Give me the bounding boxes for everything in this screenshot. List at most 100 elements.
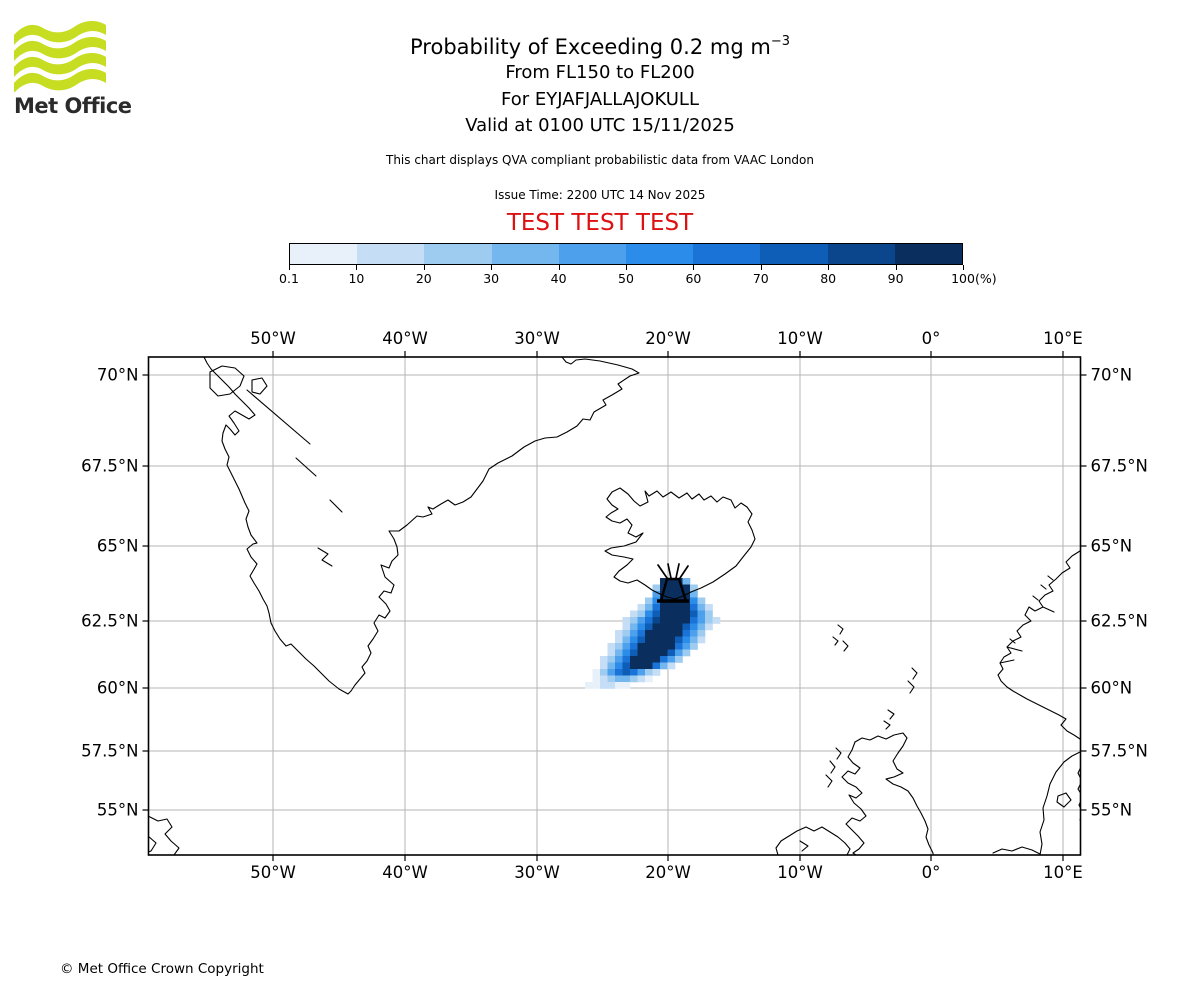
ash-probability-cell	[622, 649, 631, 657]
ash-probability-cell	[690, 630, 698, 637]
colorbar-tick-label: 90	[887, 271, 904, 286]
colorbar-tick	[693, 265, 695, 270]
ash-probability-cell	[615, 662, 623, 670]
ash-probability-cell	[697, 623, 706, 631]
chart-title-exponent: −3	[770, 34, 790, 49]
ash-probability-cell	[637, 617, 646, 624]
ash-probability-cell	[690, 636, 698, 644]
ireland-lough-coastline	[799, 840, 809, 852]
colorbar-tick	[828, 265, 830, 270]
ash-probability-cell	[600, 662, 608, 670]
ash-probability-cell	[645, 675, 653, 683]
ash-probability-cell	[660, 636, 668, 644]
ash-probability-cell	[660, 578, 668, 585]
ash-probability-cell	[607, 682, 616, 689]
ash-probability-cell	[690, 591, 698, 598]
ash-probability-cell	[652, 591, 661, 598]
logo-waves-icon	[14, 21, 106, 92]
ash-probability-cell	[637, 623, 646, 631]
iceland-coastline	[604, 487, 756, 600]
ash-probability-cell	[637, 675, 646, 683]
subtitle-flight-levels: From FL150 to FL200	[505, 62, 695, 83]
longitude-label-top: 50°W	[250, 329, 296, 348]
copyright-text: © Met Office Crown Copyright	[60, 961, 264, 977]
ash-probability-cell	[652, 617, 661, 624]
ash-probability-cell	[645, 610, 653, 618]
colorbar-tick	[558, 265, 560, 270]
ash-probability-cell	[600, 656, 608, 663]
ash-probability-cell	[660, 623, 668, 631]
ash-probability-cell	[667, 610, 676, 618]
ash-probability-cell	[607, 649, 616, 657]
colorbar-tick-label: 50	[618, 271, 634, 286]
ash-probability-cell	[705, 604, 713, 611]
ash-probability-cell	[690, 584, 698, 592]
colorbar-unit-label: (%)	[975, 271, 997, 286]
ash-probability-cell	[615, 669, 623, 676]
ash-probability-cell	[660, 656, 668, 663]
ash-probability-cell	[585, 682, 593, 689]
ash-probability-cell	[637, 656, 646, 663]
ash-probability-cell	[600, 675, 608, 683]
ash-probability-cell	[622, 617, 631, 624]
canada-corner-1-coastline	[148, 815, 180, 855]
longitude-label-bottom: 40°W	[382, 863, 428, 882]
ash-probability-cell	[652, 584, 661, 592]
latitude-label-right: 62.5°N	[1091, 612, 1148, 631]
orkney-coastline	[883, 709, 895, 730]
ash-probability-cell	[690, 643, 698, 650]
qva-compliance-note: This chart displays QVA compliant probab…	[386, 152, 814, 167]
colorbar-tick	[356, 265, 358, 270]
colorbar-segment	[693, 244, 761, 264]
longitude-label-bottom: 20°W	[645, 863, 691, 882]
ash-probability-cell	[615, 656, 623, 663]
colorbar-tick-label: 70	[752, 271, 769, 286]
ash-probability-cell	[630, 675, 638, 683]
ash-probability-cell	[697, 604, 706, 611]
colorbar-segment	[827, 244, 895, 264]
ash-probability-cell	[637, 649, 646, 657]
ash-probability-cell	[645, 604, 653, 611]
longitude-label-top: 0°	[922, 329, 941, 348]
ash-probability-cell	[675, 610, 683, 618]
ash-probability-cell	[682, 604, 691, 611]
britain-west-coastline	[841, 741, 867, 855]
colorbar-tick-label: 40	[550, 271, 567, 286]
latitude-label-right: 65°N	[1091, 537, 1133, 556]
hebrides-coastline	[825, 747, 842, 788]
ash-probability-cell	[615, 649, 623, 657]
greenland-fjord-2-coastline	[295, 457, 317, 477]
ash-probability-cell	[622, 662, 631, 670]
issue-time: Issue Time: 2200 UTC 14 Nov 2025	[494, 187, 706, 202]
colorbar-tick-label: 100	[951, 271, 975, 286]
ash-probability-cell	[622, 623, 631, 631]
ash-probability-cell	[622, 656, 631, 663]
colorbar-tick-label: 30	[483, 271, 500, 286]
ash-probability-cell	[622, 669, 631, 676]
colorbar-tick-label: 80	[820, 271, 837, 286]
ash-probability-cell	[667, 662, 676, 670]
ash-probability-cell	[660, 604, 668, 611]
colorbar-segment	[424, 244, 492, 264]
ash-probability-cell	[652, 630, 661, 637]
greenland-island-2-coastline	[251, 377, 268, 395]
ash-probability-cell	[637, 636, 646, 644]
latitude-label-left: 60°N	[97, 679, 139, 698]
ash-probability-cell	[600, 669, 608, 676]
greenland-coastline	[203, 357, 640, 695]
ash-probability-cell	[675, 617, 683, 624]
subtitle-volcano: For EYJAFJALLAJOKULL	[501, 88, 699, 110]
ash-probability-cell	[637, 669, 646, 676]
latitude-label-left: 55°N	[97, 801, 139, 820]
longitude-label-bottom: 10°E	[1043, 863, 1083, 882]
ash-probability-cell	[652, 643, 661, 650]
map-frame	[147, 356, 1082, 856]
colorbar-segment	[894, 244, 963, 264]
title-block: Probability of Exceeding 0.2 mg m−3 From…	[0, 30, 1200, 236]
ash-probability-cell	[645, 597, 653, 605]
latitude-label-left: 70°N	[97, 366, 139, 385]
ash-probability-cell	[675, 636, 683, 644]
volcano-eruption-icon	[657, 563, 689, 579]
ash-probability-cell	[675, 591, 683, 598]
ash-probability-cell	[660, 662, 668, 670]
